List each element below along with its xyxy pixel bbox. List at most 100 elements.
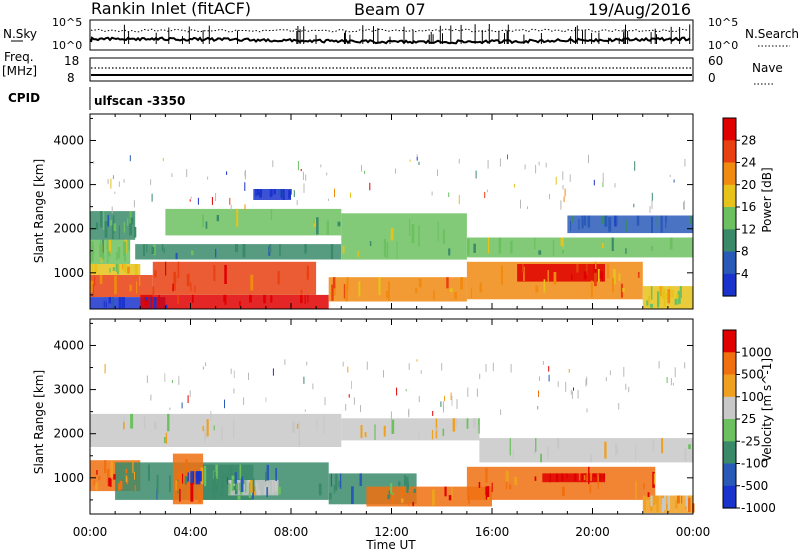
power-streak bbox=[175, 252, 178, 260]
power-streak bbox=[534, 237, 536, 250]
power-streak bbox=[659, 286, 661, 305]
power-colorbar-tick-label: 28 bbox=[741, 133, 756, 147]
velocity-streak bbox=[589, 485, 592, 494]
power-speck bbox=[293, 190, 295, 197]
power-streak bbox=[470, 287, 473, 299]
velocity-streak bbox=[418, 432, 420, 439]
velocity-streak bbox=[656, 495, 659, 513]
velocity-streak bbox=[134, 485, 136, 491]
velocity-streak bbox=[178, 465, 180, 481]
power-streak bbox=[92, 284, 94, 297]
power-streak bbox=[418, 225, 420, 247]
power-streak bbox=[657, 291, 660, 308]
power-speck bbox=[593, 179, 595, 186]
power-streak bbox=[316, 217, 319, 235]
velocity-streak bbox=[387, 486, 389, 495]
velocity-streak bbox=[237, 495, 241, 500]
power-streak bbox=[332, 277, 336, 289]
power-speck bbox=[513, 183, 515, 188]
power-streak bbox=[614, 215, 617, 227]
velocity-streak bbox=[468, 494, 470, 504]
velocity-streak bbox=[604, 441, 607, 459]
nsky-strip: N.Sky 10^5 10^0 10^5 10^0 N.Search bbox=[3, 16, 799, 52]
power-streak bbox=[123, 222, 125, 233]
velocity-streak bbox=[404, 475, 407, 486]
power-speck bbox=[190, 196, 192, 199]
power-streak bbox=[215, 248, 217, 258]
velocity-streak bbox=[239, 489, 243, 495]
beam-title: Beam 07 bbox=[354, 0, 426, 19]
power-streak bbox=[343, 284, 345, 299]
nsearch-label: N.Search bbox=[745, 27, 799, 41]
velocity-streak bbox=[684, 448, 687, 462]
power-streak bbox=[671, 289, 674, 298]
velocity-streak bbox=[243, 476, 245, 485]
velocity-speck bbox=[164, 373, 166, 382]
velocity-streak bbox=[198, 471, 202, 482]
power-speck bbox=[327, 198, 329, 201]
velocity-speck bbox=[233, 370, 235, 378]
velocity-streak bbox=[561, 473, 564, 481]
power-streak bbox=[666, 293, 668, 299]
velocity-colorbar-label: Velocity [m s^-1] bbox=[760, 358, 774, 462]
power-speck bbox=[555, 176, 557, 185]
power-streak bbox=[651, 216, 653, 233]
velocity-colorbar-tick-label: 100 bbox=[741, 390, 764, 404]
velocity-streak bbox=[96, 470, 98, 475]
power-speck bbox=[215, 192, 217, 202]
power-speck bbox=[634, 161, 636, 171]
velocity-speck bbox=[432, 411, 434, 416]
velocity-streak bbox=[556, 473, 559, 482]
power-speck bbox=[244, 182, 246, 191]
power-speck bbox=[669, 174, 671, 178]
velocity-streak bbox=[455, 418, 458, 428]
velocity-streak bbox=[239, 464, 242, 480]
power-speck bbox=[588, 154, 589, 164]
velocity-streak bbox=[231, 475, 235, 480]
velocity-colorbar-segment bbox=[723, 330, 736, 353]
power-streak bbox=[124, 267, 127, 274]
velocity-streak bbox=[653, 495, 656, 505]
power-streak bbox=[118, 225, 120, 239]
velocity-streak bbox=[323, 415, 325, 434]
velocity-band bbox=[466, 466, 656, 500]
power-streak bbox=[118, 297, 121, 309]
power-colorbar-tick-label: 4 bbox=[741, 267, 749, 281]
power-band bbox=[90, 297, 166, 309]
velocity-speck bbox=[146, 375, 148, 383]
power-streak bbox=[460, 277, 463, 290]
power-streak bbox=[191, 294, 194, 303]
velocity-speckle bbox=[93, 359, 695, 513]
power-streak bbox=[409, 219, 411, 236]
power-streak bbox=[602, 215, 605, 223]
velocity-streak bbox=[187, 489, 190, 500]
velocity-streak bbox=[206, 419, 209, 437]
velocity-speck bbox=[312, 383, 314, 390]
velocity-streak bbox=[535, 438, 537, 452]
power-speck bbox=[111, 206, 113, 214]
velocity-streak bbox=[240, 476, 244, 492]
velocity-streak bbox=[485, 493, 487, 500]
power-speck bbox=[487, 159, 489, 169]
power-streak bbox=[107, 243, 109, 264]
velocity-streak bbox=[104, 460, 107, 474]
power-streak bbox=[163, 247, 165, 254]
velocity-streak bbox=[491, 482, 493, 493]
power-streak bbox=[205, 221, 208, 229]
power-streak bbox=[144, 300, 148, 306]
velocity-streak bbox=[364, 432, 367, 438]
velocity-streak bbox=[185, 459, 188, 478]
power-band bbox=[567, 215, 693, 234]
velocity-streak bbox=[233, 419, 235, 439]
velocity-speck bbox=[609, 370, 611, 375]
power-speck bbox=[563, 196, 565, 203]
power-streak bbox=[95, 222, 99, 230]
power-streak bbox=[109, 268, 111, 273]
power-band bbox=[135, 244, 342, 260]
power-streak bbox=[448, 248, 451, 256]
power-streak bbox=[601, 243, 604, 248]
power-streak bbox=[116, 264, 120, 275]
velocity-streak bbox=[667, 495, 670, 511]
velocity-yticks: 1000 2000 3000 4000 bbox=[53, 322, 693, 501]
power-streak bbox=[111, 225, 114, 240]
